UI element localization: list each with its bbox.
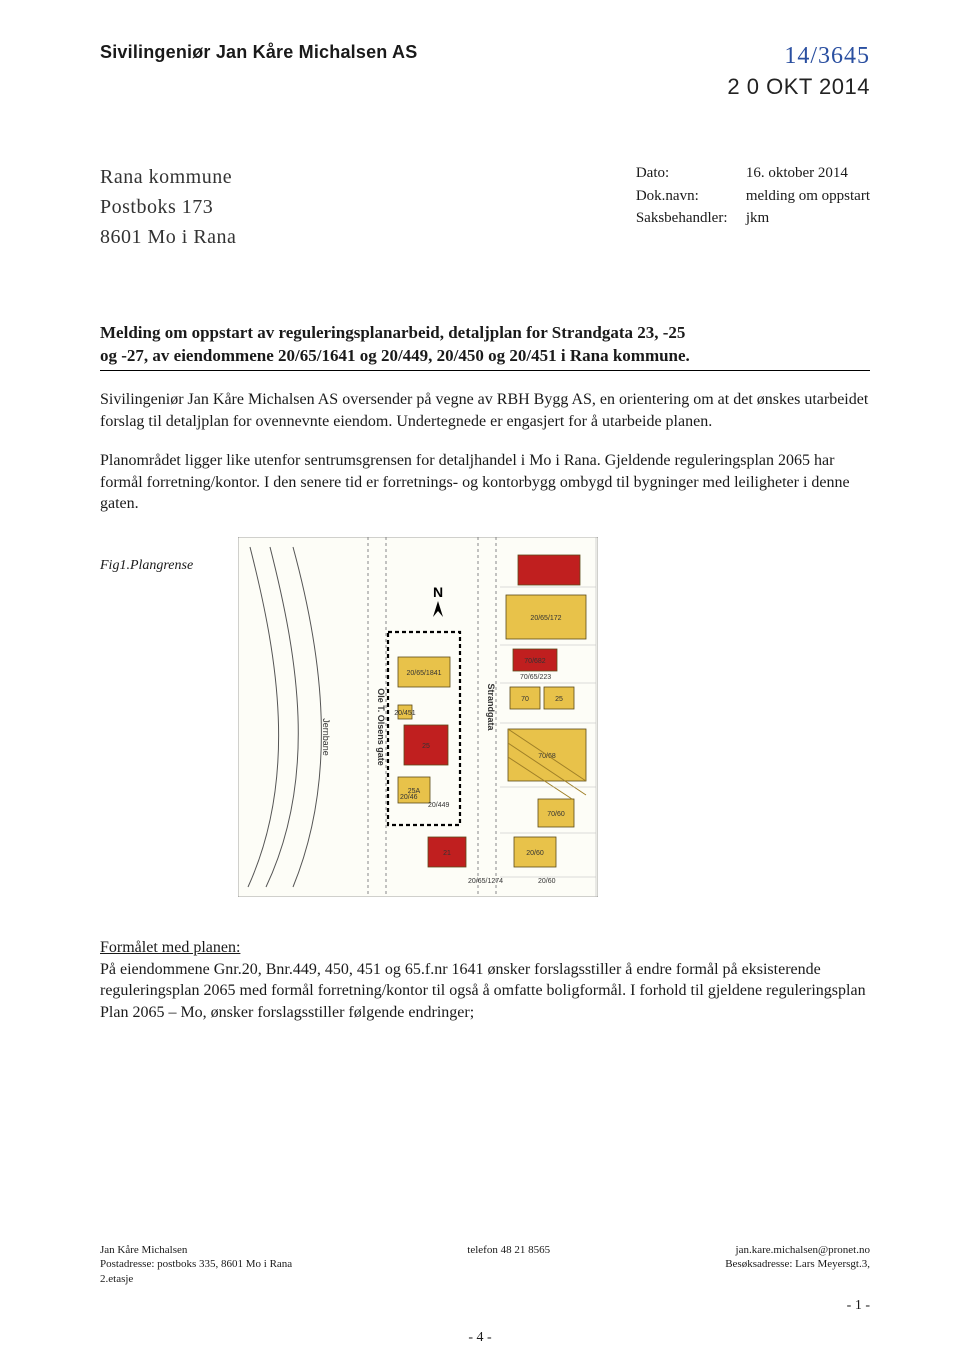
svg-text:70/60: 70/60	[547, 811, 565, 818]
page-number-right: - 1 -	[100, 1297, 870, 1316]
meta-row-docname: Dok.navn: melding om oppstart	[636, 185, 870, 208]
meta-label: Saksbehandler:	[636, 207, 746, 230]
svg-text:20/449: 20/449	[428, 802, 450, 809]
svg-text:20/65/172: 20/65/172	[530, 615, 561, 622]
svg-text:25: 25	[555, 696, 563, 703]
svg-text:25: 25	[422, 743, 430, 750]
footer-email: jan.kare.michalsen@pronet.no	[725, 1243, 870, 1258]
purpose-heading: Formålet med planen:	[100, 939, 240, 956]
svg-text:20/65/1274: 20/65/1274	[468, 878, 503, 885]
svg-text:Ole T. Olsens gate: Ole T. Olsens gate	[376, 688, 386, 766]
svg-text:20/46: 20/46	[400, 794, 418, 801]
figure-row: Fig1.Plangrense 20/65/17270/682702570/68…	[100, 537, 870, 897]
title-line: og -27, av eiendommene 20/65/1641 og 20/…	[100, 345, 870, 368]
footer-floor: 2.etasje	[100, 1272, 292, 1287]
received-stamp-date: 2 0 OKT 2014	[727, 72, 870, 102]
svg-text:20/60: 20/60	[538, 878, 556, 885]
meta-row-handler: Saksbehandler: jkm	[636, 207, 870, 230]
footer-left: Jan Kåre Michalsen Postadresse: postboks…	[100, 1243, 292, 1288]
meta-value: 16. oktober 2014	[746, 162, 848, 185]
paragraph-intro: Sivilingeniør Jan Kåre Michalsen AS over…	[100, 389, 870, 432]
footer-mid: telefon 48 21 8565	[467, 1243, 550, 1288]
svg-text:21: 21	[443, 850, 451, 857]
recipient-line: Rana kommune	[100, 162, 236, 192]
footer-visit: Besøksadresse: Lars Meyersgt.3,	[725, 1257, 870, 1272]
meta-value: jkm	[746, 207, 769, 230]
meta-label: Dok.navn:	[636, 185, 746, 208]
purpose-section: Formålet med planen: På eiendommene Gnr.…	[100, 937, 870, 1023]
svg-text:N: N	[433, 584, 443, 600]
recipient-address: Rana kommune Postboks 173 8601 Mo i Rana	[100, 162, 236, 252]
svg-text:20/60: 20/60	[526, 850, 544, 857]
svg-text:Strandgata: Strandgata	[486, 683, 496, 731]
svg-text:70/65/223: 70/65/223	[520, 674, 551, 681]
page-footer: Jan Kåre Michalsen Postadresse: postboks…	[100, 1243, 870, 1316]
svg-text:70/682: 70/682	[524, 658, 546, 665]
company-name: Sivilingeniør Jan Kåre Michalsen AS	[100, 40, 417, 64]
meta-row-date: Dato: 16. oktober 2014	[636, 162, 870, 185]
title-line: Melding om oppstart av reguleringsplanar…	[100, 322, 870, 345]
recipient-line: 8601 Mo i Rana	[100, 222, 236, 252]
page-number-bottom: - 4 -	[468, 1329, 491, 1348]
handwritten-reference: 14/3645	[727, 40, 870, 72]
paragraph-area: Planområdet ligger like utenfor sentrums…	[100, 450, 870, 515]
svg-text:Jernbane: Jernbane	[321, 718, 331, 756]
stamp-block: 14/3645 2 0 OKT 2014	[727, 40, 870, 102]
purpose-body: På eiendommene Gnr.20, Bnr.449, 450, 451…	[100, 961, 866, 1021]
figure-caption: Fig1.Plangrense	[100, 537, 210, 576]
svg-text:70: 70	[521, 696, 529, 703]
document-header: Sivilingeniør Jan Kåre Michalsen AS 14/3…	[100, 40, 870, 102]
recipient-line: Postboks 173	[100, 192, 236, 222]
footer-postal: Postadresse: postboks 335, 8601 Mo i Ran…	[100, 1257, 292, 1272]
document-meta: Dato: 16. oktober 2014 Dok.navn: melding…	[636, 162, 870, 252]
address-meta-row: Rana kommune Postboks 173 8601 Mo i Rana…	[100, 162, 870, 252]
footer-right: jan.kare.michalsen@pronet.no Besøksadres…	[725, 1243, 870, 1288]
meta-label: Dato:	[636, 162, 746, 185]
meta-value: melding om oppstart	[746, 185, 870, 208]
svg-text:20/451: 20/451	[394, 710, 416, 717]
plan-map-svg: 20/65/17270/682702570/6870/6020/6020/65/…	[238, 537, 598, 897]
plan-map: 20/65/17270/682702570/6870/6020/6020/65/…	[238, 537, 598, 897]
footer-grid: Jan Kåre Michalsen Postadresse: postboks…	[100, 1243, 870, 1288]
footer-name: Jan Kåre Michalsen	[100, 1243, 292, 1258]
document-title: Melding om oppstart av reguleringsplanar…	[100, 322, 870, 371]
svg-text:20/65/1841: 20/65/1841	[406, 670, 441, 677]
